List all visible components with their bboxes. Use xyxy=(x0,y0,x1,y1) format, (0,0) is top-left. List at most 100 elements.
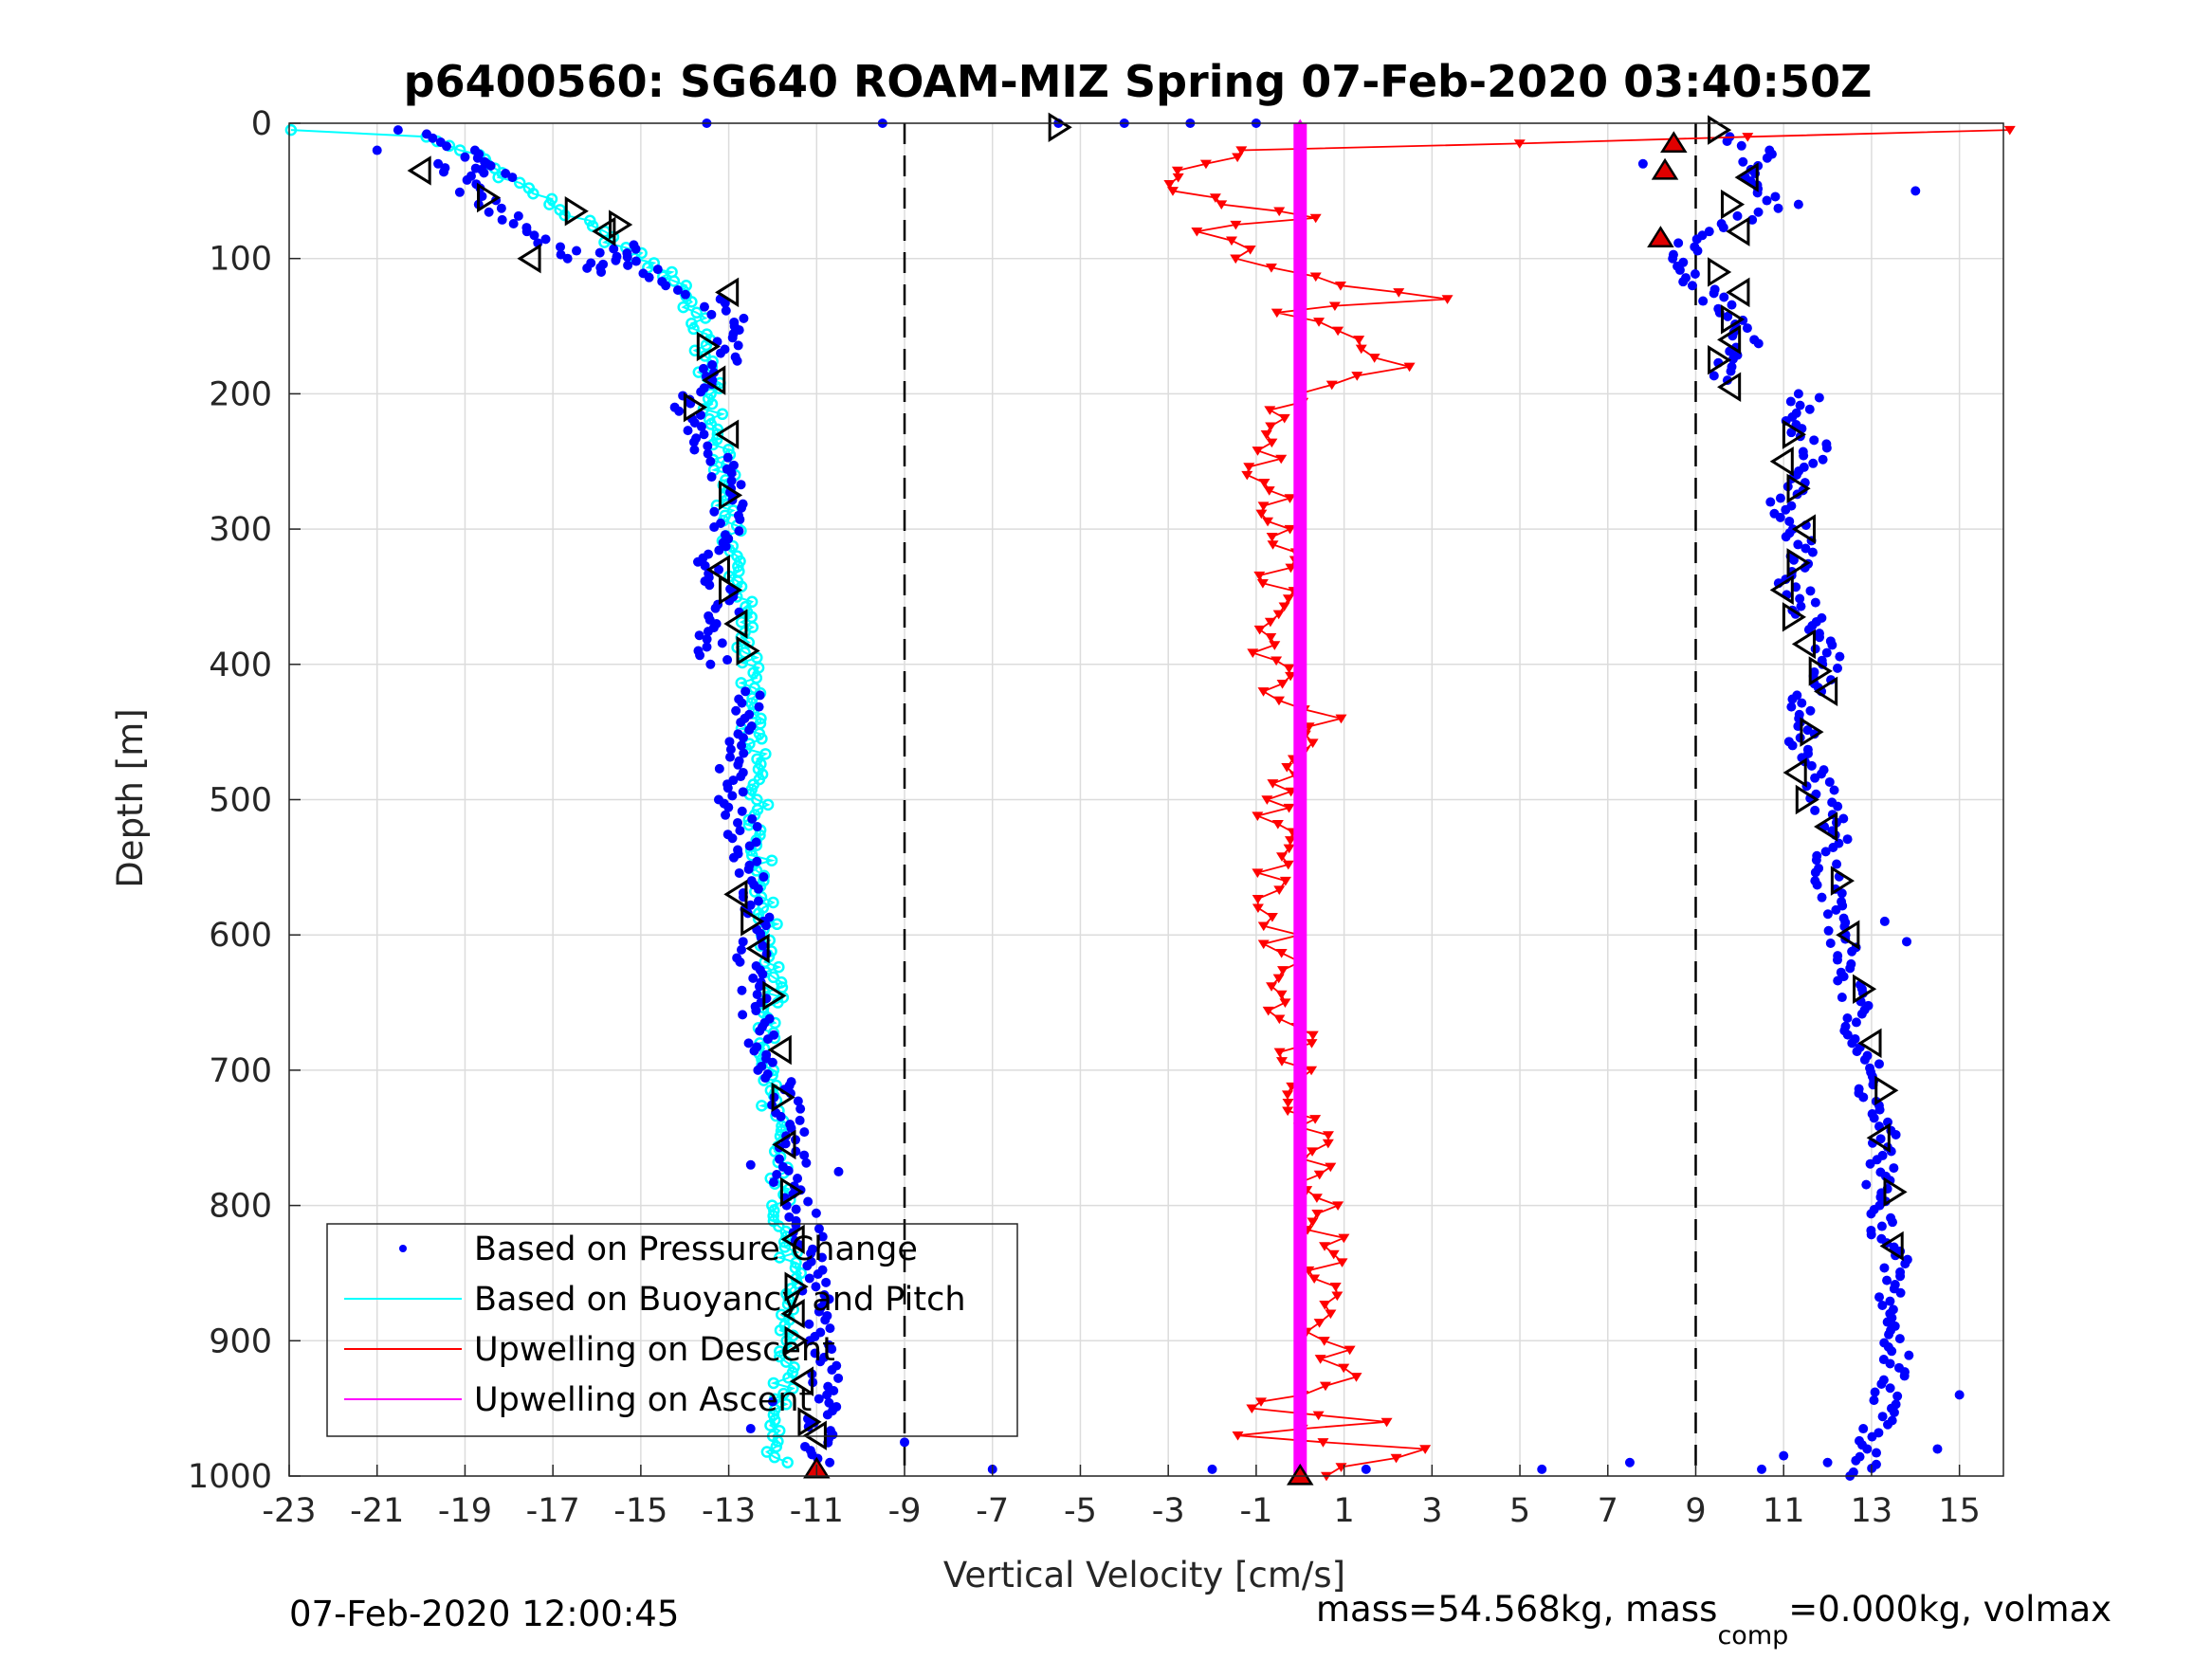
upwelling-descent-point xyxy=(1281,763,1293,773)
upwelling-ascent-point xyxy=(1295,660,1306,668)
upwelling-descent-point xyxy=(1742,133,1754,142)
pressure-change-point xyxy=(1904,1350,1914,1360)
pressure-change-point xyxy=(695,650,705,661)
pressure-change-point xyxy=(1795,400,1805,410)
upwelling-ascent-point xyxy=(1295,707,1306,716)
pressure-change-point xyxy=(1833,801,1843,811)
upwelling-ascent-point xyxy=(1295,647,1306,655)
pressure-change-point xyxy=(1842,834,1853,845)
buoyancy-pitch-point xyxy=(782,1372,795,1384)
pressure-change-point xyxy=(1698,296,1709,306)
apex-marker xyxy=(1287,1463,1314,1486)
upwelling-descent-point xyxy=(1350,1373,1362,1382)
upwelling-descent-point xyxy=(1283,844,1295,854)
pressure-change-point xyxy=(748,973,759,983)
pressure-change-point xyxy=(722,655,733,665)
pressure-change-point xyxy=(1885,1296,1895,1306)
upwelling-ascent-point xyxy=(1295,1404,1306,1413)
turn-marker xyxy=(1791,629,1816,660)
upwelling-ascent-point xyxy=(1295,1045,1306,1053)
pressure-change-point xyxy=(725,744,736,755)
legend-box xyxy=(326,1223,1018,1437)
y-tick-label: 0 xyxy=(251,105,272,143)
pressure-change-point xyxy=(1833,975,1843,986)
upwelling-descent-point xyxy=(1275,990,1288,1000)
upwelling-ascent-point xyxy=(1295,897,1306,905)
pressure-change-point xyxy=(804,1273,814,1284)
upwelling-descent-point xyxy=(1513,139,1526,149)
pressure-change-point xyxy=(507,173,518,183)
upwelling-descent-point xyxy=(1265,422,1277,432)
pressure-change-point xyxy=(1728,354,1738,364)
upwelling-ascent-point xyxy=(1295,186,1306,194)
pressure-change-point xyxy=(815,1357,826,1367)
legend-label: Upwelling on Descent xyxy=(474,1331,835,1369)
pressure-change-point xyxy=(1736,140,1746,151)
upwelling-descent-point xyxy=(1309,1115,1322,1124)
pressure-change-point xyxy=(1851,1017,1861,1028)
upwelling-ascent-point xyxy=(1295,1458,1306,1467)
x-tick-label: 15 xyxy=(1938,1492,1981,1530)
upwelling-descent-point xyxy=(1257,921,1270,932)
pressure-change-point xyxy=(721,541,731,552)
footer-mass-info: mass=54.568kg, masscomp=0.000kg, volmax xyxy=(1316,1589,2111,1650)
legend: Based on Pressure Change Based on Buoyanc… xyxy=(326,1223,1018,1437)
buoyancy-pitch-point xyxy=(756,1100,768,1112)
upwelling-ascent-point xyxy=(1295,1025,1306,1033)
upwelling-descent-point xyxy=(1284,494,1296,503)
upwelling-descent-point xyxy=(1313,318,1325,327)
upwelling-ascent-point xyxy=(1295,1316,1306,1324)
turn-marker xyxy=(715,419,740,449)
upwelling-ascent-point xyxy=(1295,863,1306,871)
pressure-change-point xyxy=(1805,586,1816,596)
pressure-change-point xyxy=(825,1457,835,1468)
turn-marker xyxy=(1879,1231,1904,1262)
upwelling-ascent-point xyxy=(1295,693,1306,702)
pressure-change-point xyxy=(428,133,438,143)
upwelling-ascent-point xyxy=(1295,1180,1306,1189)
upwelling-descent-point xyxy=(1230,220,1242,230)
upwelling-ascent-point xyxy=(1295,227,1306,235)
turn-marker xyxy=(1808,656,1833,686)
upwelling-descent-point xyxy=(1225,236,1237,246)
upwelling-descent-point xyxy=(1419,1445,1432,1454)
pressure-change-point xyxy=(753,884,763,894)
upwelling-ascent-point xyxy=(1295,1052,1306,1061)
pressure-change-point xyxy=(1810,773,1820,783)
pressure-change-point xyxy=(1726,366,1736,376)
pressure-change-point xyxy=(752,989,762,999)
upwelling-descent-point xyxy=(1380,1417,1393,1428)
upwelling-descent-point xyxy=(1334,282,1346,291)
upwelling-ascent-point xyxy=(1295,138,1306,147)
pressure-change-point xyxy=(747,813,758,824)
x-tick-label: 13 xyxy=(1851,1492,1893,1530)
upwelling-descent-point xyxy=(1283,803,1295,813)
upwelling-descent-point xyxy=(1353,336,1365,345)
pressure-change-point xyxy=(709,506,720,517)
pressure-change-point xyxy=(1820,847,1831,857)
upwelling-ascent-point xyxy=(1295,1139,1306,1148)
upwelling-descent-point xyxy=(1273,885,1286,896)
upwelling-ascent-point xyxy=(1295,815,1306,824)
upwelling-descent-point xyxy=(1265,264,1277,273)
turn-marker xyxy=(1814,676,1838,707)
upwelling-ascent-point xyxy=(1295,1309,1306,1318)
pressure-change-point xyxy=(743,1038,754,1048)
pressure-change-point xyxy=(1874,1059,1884,1069)
pressure-change-point xyxy=(751,1006,761,1016)
pressure-change-point xyxy=(776,1111,786,1121)
pressure-change-point xyxy=(732,356,742,366)
upwelling-descent-point xyxy=(1307,1030,1319,1041)
pressure-change-point xyxy=(1823,925,1834,936)
upwelling-descent-point xyxy=(1306,1066,1318,1076)
upwelling-descent-point xyxy=(1241,470,1253,481)
upwelling-ascent-point xyxy=(1295,727,1306,736)
pressure-change-point xyxy=(1807,547,1818,557)
turn-marker xyxy=(718,574,743,606)
upwelling-descent-point xyxy=(1277,966,1289,975)
pressure-change-point xyxy=(1895,1271,1906,1282)
x-tick-label: 5 xyxy=(1509,1492,1530,1530)
pressure-change-point xyxy=(733,340,743,351)
axes-frame xyxy=(288,122,2004,1477)
x-tick-label: -1 xyxy=(1239,1492,1272,1530)
